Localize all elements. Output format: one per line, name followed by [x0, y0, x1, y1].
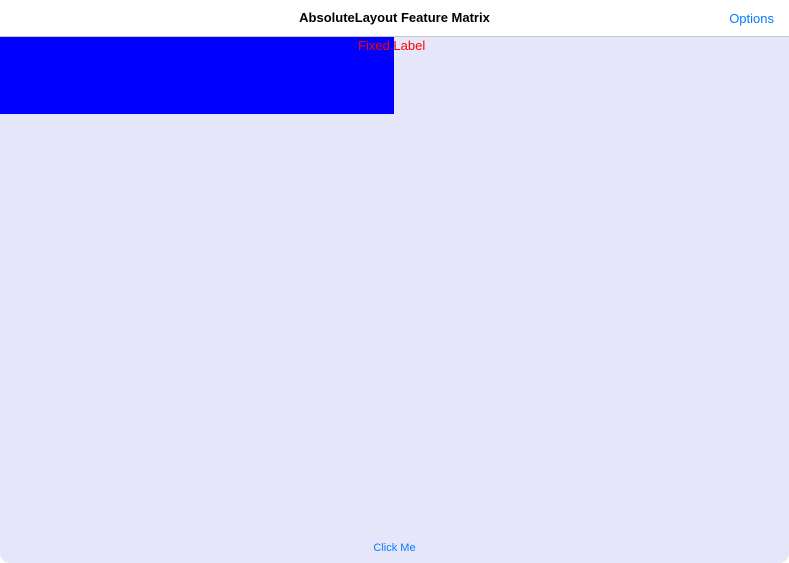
navigation-bar: AbsoluteLayout Feature Matrix Options: [0, 0, 789, 37]
click-me-button-row: Click Me: [0, 542, 789, 554]
options-button[interactable]: Options: [729, 11, 774, 26]
click-me-button[interactable]: Click Me: [373, 542, 416, 554]
absolute-layout-content: Fixed Label Click Me: [0, 37, 789, 563]
page-title: AbsoluteLayout Feature Matrix: [299, 10, 490, 25]
fixed-label: Fixed Label: [358, 38, 426, 53]
blue-box-view: [0, 37, 394, 114]
